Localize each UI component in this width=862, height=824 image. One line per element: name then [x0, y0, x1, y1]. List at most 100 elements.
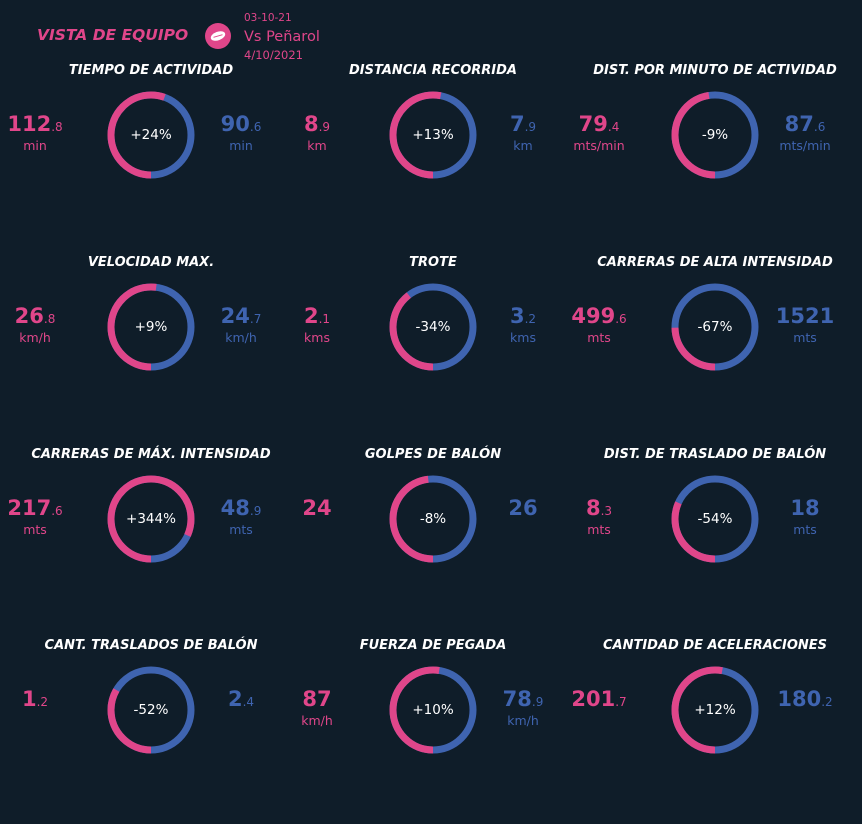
team-view-title: VISTA DE EQUIPO: [37, 26, 189, 44]
change-percentage: -52%: [133, 702, 169, 718]
value-integer: 1: [21, 687, 37, 711]
metric-title: DISTANCIA RECORRIDA: [349, 63, 517, 78]
comparison-donut: [389, 91, 477, 179]
value-integer: 90: [220, 112, 250, 136]
comparison-donut: [389, 475, 477, 563]
value-integer: 26: [14, 304, 44, 328]
change-percentage: +24%: [130, 127, 172, 143]
value-decimal: .7: [249, 312, 262, 326]
opponent-value: 26: [473, 495, 573, 522]
opponent-value: 24.7 km/h: [191, 303, 291, 346]
metric-title: FUERZA DE PEGADA: [359, 638, 507, 653]
change-percentage: +9%: [134, 319, 168, 335]
value-unit: km/h: [225, 330, 257, 345]
value-decimal: .9: [318, 120, 331, 134]
donut-pink-segment: [389, 283, 477, 371]
value-unit: mts: [23, 522, 47, 537]
value-integer: 2: [227, 687, 243, 711]
team-value: 24: [267, 495, 367, 522]
metric-title: VELOCIDAD MAX.: [87, 255, 215, 270]
change-percentage: -34%: [415, 319, 451, 335]
opponent-value: 87.6 mts/min: [755, 111, 855, 154]
donut-pink-segment: [389, 91, 477, 179]
value-integer: 8: [303, 112, 319, 136]
team-value: 201.7: [549, 686, 649, 713]
team-value: 87 km/h: [267, 686, 367, 729]
value-decimal: .9: [531, 695, 544, 709]
opponent-value: 7.9 km: [473, 111, 573, 154]
donut-pink-segment: [389, 666, 477, 754]
donut-pink-segment: [107, 91, 195, 179]
value-unit: mts: [587, 522, 611, 537]
team-value: 8.3 mts: [549, 495, 649, 538]
metric-title: TROTE: [409, 255, 457, 270]
value-integer: 26: [508, 496, 538, 520]
change-percentage: -9%: [701, 127, 729, 143]
team-value: 26.8 km/h: [0, 303, 85, 346]
header: VISTA DE EQUIPO 03-10-21 Vs Peñarol 4/10…: [0, 0, 862, 70]
change-percentage: +10%: [412, 702, 454, 718]
value-integer: 24: [220, 304, 250, 328]
value-unit: mts: [793, 330, 817, 345]
value-decimal: .4: [607, 120, 620, 134]
value-unit: mts: [229, 522, 253, 537]
metric-title: TIEMPO DE ACTIVIDAD: [68, 63, 234, 78]
value-unit: min: [23, 138, 47, 153]
value-integer: 217: [7, 496, 52, 520]
value-decimal: .2: [821, 695, 833, 709]
change-percentage: -67%: [697, 319, 733, 335]
value-integer: 87: [302, 687, 332, 711]
metric-title: CARRERAS DE ALTA INTENSIDAD: [597, 255, 833, 270]
value-integer: 78: [502, 687, 532, 711]
value-integer: 112: [7, 112, 52, 136]
donut-pink-segment: [107, 666, 195, 754]
value-decimal: .2: [524, 312, 537, 326]
metric-card: CANT. TRASLADOS DE BALÓN -52% 1.2 2.4: [10, 575, 292, 765]
metric-card: FUERZA DE PEGADA +10% 87 km/h 78.9 km/h: [292, 575, 574, 765]
comparison-donut: [107, 91, 195, 179]
donut-pink-segment: [389, 475, 477, 563]
match-date: 4/10/2021: [244, 48, 303, 62]
opponent-value: 18 mts: [755, 495, 855, 538]
value-integer: 201: [571, 687, 616, 711]
change-percentage: -54%: [697, 511, 733, 527]
comparison-donut: [107, 283, 195, 371]
value-unit: km: [513, 138, 533, 153]
comparison-donut: [389, 666, 477, 754]
value-decimal: .2: [36, 695, 49, 709]
value-decimal: .6: [51, 504, 63, 518]
comparison-donut: [389, 283, 477, 371]
value-integer: 24: [302, 496, 332, 520]
change-percentage: +13%: [412, 127, 454, 143]
metric-title: GOLPES DE BALÓN: [364, 447, 502, 462]
metric-card: DISTANCIA RECORRIDA +13% 8.9 km 7.9 km: [292, 0, 574, 190]
opponent-value: 78.9 km/h: [473, 686, 573, 729]
opponent-value: 3.2 kms: [473, 303, 573, 346]
value-integer: 3: [509, 304, 525, 328]
donut-pink-segment: [671, 475, 759, 563]
value-decimal: .9: [249, 504, 262, 518]
value-integer: 79: [578, 112, 608, 136]
metric-card: GOLPES DE BALÓN -8% 24 26: [292, 384, 574, 574]
value-unit: km/h: [507, 713, 539, 728]
opponent-value: 2.4: [191, 686, 291, 713]
value-integer: 180: [777, 687, 822, 711]
opponent-value: 1521 mts: [755, 303, 855, 346]
value-decimal: .4: [242, 695, 255, 709]
value-decimal: .6: [249, 120, 262, 134]
donut-pink-segment: [107, 283, 195, 371]
metric-card: CANTIDAD DE ACELERACIONES +12% 201.7 180…: [571, 575, 856, 765]
value-unit: mts/min: [573, 138, 625, 153]
value-unit: km: [307, 138, 327, 153]
donut-pink-segment: [671, 91, 759, 179]
match-opponent[interactable]: Vs Peñarol: [244, 29, 320, 45]
metric-card: VELOCIDAD MAX. +9% 26.8 km/h 24.7 km/h: [10, 192, 292, 382]
value-decimal: .7: [615, 695, 627, 709]
team-value: 1.2: [0, 686, 85, 713]
value-unit: mts: [793, 522, 817, 537]
team-value: 112.8 min: [0, 111, 85, 154]
comparison-donut: [671, 475, 759, 563]
team-value: 217.6 mts: [0, 495, 85, 538]
opponent-value: 90.6 min: [191, 111, 291, 154]
value-integer: 18: [790, 496, 820, 520]
